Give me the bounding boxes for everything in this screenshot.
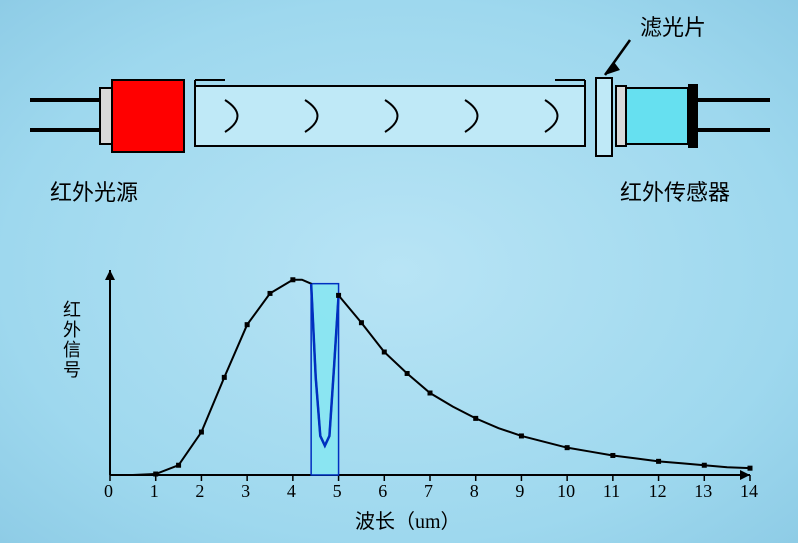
x-axis-label: 波长（um）	[355, 505, 461, 534]
x-tick-label: 0	[104, 481, 113, 502]
y-axis-label: 红外信号	[58, 300, 84, 380]
optical-filter	[596, 78, 612, 156]
x-tick-label: 3	[241, 481, 250, 502]
x-tick-label: 4	[287, 481, 296, 502]
filter-pointer	[605, 40, 630, 75]
source-cap	[100, 88, 112, 144]
sensor-label: 红外传感器	[620, 175, 730, 207]
x-tick-label: 9	[515, 481, 524, 502]
spectrum-chart	[0, 245, 798, 545]
x-tick-label: 13	[694, 481, 712, 502]
x-tick-label: 1	[150, 481, 159, 502]
x-tick-label: 7	[424, 481, 433, 502]
gas-tube	[195, 80, 585, 146]
ir-source	[112, 80, 184, 152]
source-label: 红外光源	[50, 175, 138, 207]
x-tick-label: 5	[333, 481, 342, 502]
x-tick-label: 2	[195, 481, 204, 502]
x-tick-label: 6	[378, 481, 387, 502]
figure-container: 滤光片 红外光源 红外传感器 红外信号 波长（um） 0123456789101…	[0, 0, 798, 543]
x-tick-label: 12	[649, 481, 667, 502]
x-tick-label: 11	[603, 481, 620, 502]
x-tick-label: 10	[557, 481, 575, 502]
ir-sensor	[626, 88, 688, 144]
filter-label: 滤光片	[640, 10, 706, 42]
x-tick-label: 8	[470, 481, 479, 502]
sensor-cap-left	[616, 86, 626, 146]
x-tick-label: 14	[740, 481, 758, 502]
sensor-cap-right	[688, 84, 698, 148]
